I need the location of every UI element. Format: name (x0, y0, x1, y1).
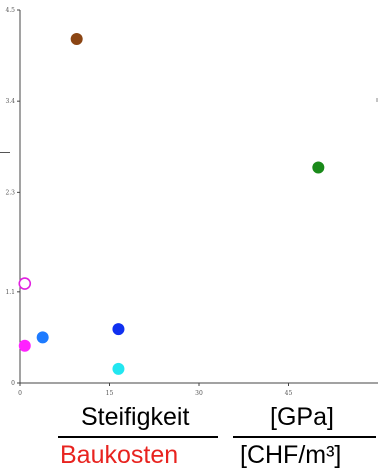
y-tick-label: 0 (11, 380, 15, 387)
data-point (312, 161, 325, 174)
data-point (112, 362, 125, 375)
axis-ticks: 0 1.1 2.3 3.4 4.5 0 15 30 45 (5, 7, 292, 397)
y-tick-label: 1.1 (5, 289, 15, 296)
unit-chf-per-m3-label: [CHF/m³] (240, 441, 342, 469)
data-point (36, 331, 49, 344)
data-point (18, 339, 31, 352)
scatter-plot: 0 1.1 2.3 3.4 4.5 0 15 30 45 (5, 7, 378, 397)
data-point (112, 323, 125, 336)
data-points (18, 33, 325, 375)
y-tick-label: 3.4 (5, 98, 15, 105)
x-tick-label: 45 (285, 390, 293, 397)
side-tick-mark (0, 152, 10, 153)
y-tick-label: 4.5 (5, 7, 15, 14)
plot-axes (19, 10, 378, 384)
x-tick-label: 30 (195, 390, 203, 397)
data-point (70, 33, 83, 46)
x-tick-label: 15 (106, 390, 114, 397)
data-point (18, 277, 32, 290)
construction-cost-label: Baukosten (60, 441, 179, 469)
y-tick-label: 2.3 (5, 189, 15, 196)
stiffness-label: Steifigkeit (81, 403, 190, 431)
unit-gpa-label: [GPa] (270, 403, 334, 431)
fraction-line-left (58, 436, 218, 438)
x-tick-label: 0 (18, 390, 22, 397)
fraction-line-right (233, 436, 376, 438)
